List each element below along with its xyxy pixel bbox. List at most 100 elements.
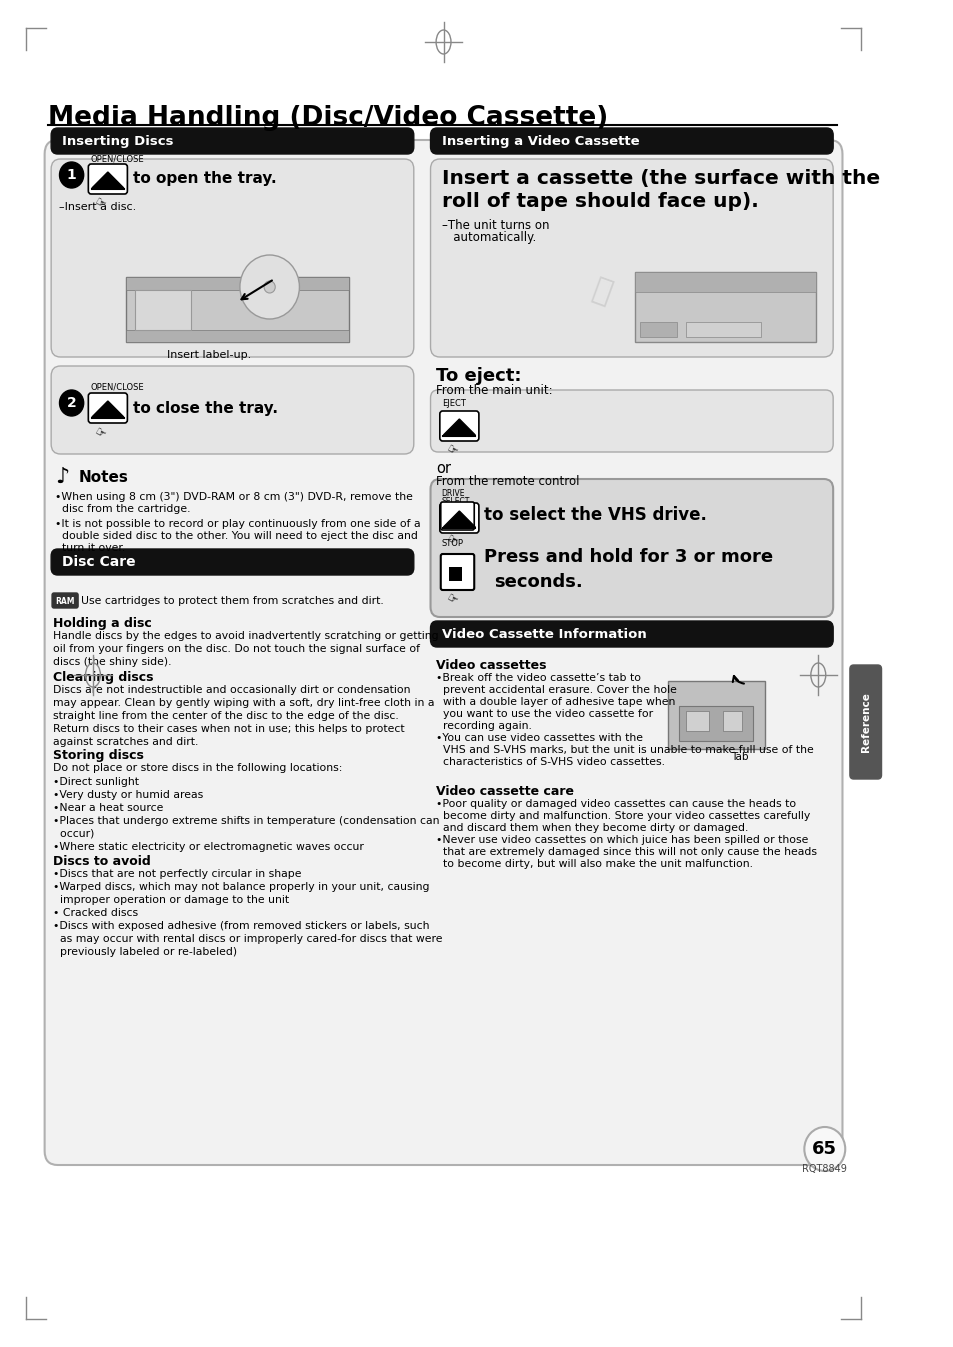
Text: Discs to avoid: Discs to avoid	[53, 855, 151, 867]
FancyBboxPatch shape	[430, 159, 832, 357]
Text: •Direct sunlight: •Direct sunlight	[53, 777, 139, 787]
Text: Reference: Reference	[860, 692, 870, 752]
Bar	[722, 711, 741, 731]
FancyBboxPatch shape	[849, 665, 881, 779]
Text: to select the VHS drive.: to select the VHS drive.	[484, 506, 706, 524]
Circle shape	[803, 1127, 844, 1171]
Text: •Near a heat source: •Near a heat source	[53, 803, 163, 814]
Text: Video cassette care: Video cassette care	[436, 785, 574, 797]
Text: •Never use video cassettes on which juice has been spilled or those: •Never use video cassettes on which juic…	[436, 835, 807, 845]
Text: From the remote control: From the remote control	[436, 475, 579, 488]
Text: Press and hold for 3 or more: Press and hold for 3 or more	[484, 548, 773, 566]
Text: Media Handling (Disc/Video Cassette): Media Handling (Disc/Video Cassette)	[49, 105, 608, 131]
FancyBboxPatch shape	[52, 593, 78, 607]
Text: Inserting a Video Cassette: Inserting a Video Cassette	[441, 135, 639, 148]
Bar	[685, 711, 709, 731]
Text: Notes: Notes	[79, 470, 129, 485]
Bar	[126, 277, 349, 342]
Text: to become dirty, but will also make the unit malfunction.: to become dirty, but will also make the …	[436, 859, 752, 869]
Bar	[685, 322, 760, 337]
FancyBboxPatch shape	[89, 164, 128, 194]
FancyBboxPatch shape	[51, 550, 414, 575]
FancyBboxPatch shape	[440, 502, 474, 529]
Text: 2: 2	[67, 396, 76, 409]
Text: oil from your fingers on the disc. Do not touch the signal surface of: oil from your fingers on the disc. Do no…	[53, 644, 419, 655]
Text: double sided disc to the other. You will need to eject the disc and: double sided disc to the other. You will…	[55, 531, 417, 541]
FancyBboxPatch shape	[439, 411, 478, 440]
Text: SELECT: SELECT	[441, 497, 470, 506]
Bar	[126, 277, 349, 290]
Text: •You can use video cassettes with the: •You can use video cassettes with the	[436, 733, 642, 744]
Text: as may occur with rental discs or improperly cared-for discs that were: as may occur with rental discs or improp…	[53, 933, 442, 944]
Text: –Insert a disc.: –Insert a disc.	[58, 202, 135, 211]
Bar	[639, 322, 677, 337]
FancyBboxPatch shape	[45, 140, 841, 1165]
Text: Cleaning discs: Cleaning discs	[53, 671, 153, 684]
Text: recording again.: recording again.	[436, 721, 532, 731]
Text: seconds.: seconds.	[494, 572, 582, 591]
Text: ✋: ✋	[588, 275, 615, 308]
Bar	[126, 330, 349, 342]
Text: Insert a cassette (the surface with the: Insert a cassette (the surface with the	[441, 168, 879, 189]
Circle shape	[59, 391, 84, 416]
Text: you want to use the video cassette for: you want to use the video cassette for	[436, 709, 653, 719]
Text: •Poor quality or damaged video cassettes can cause the heads to: •Poor quality or damaged video cassettes…	[436, 799, 796, 810]
Circle shape	[264, 282, 275, 294]
FancyBboxPatch shape	[430, 391, 832, 453]
Text: occur): occur)	[53, 828, 94, 839]
Text: •Warped discs, which may not balance properly in your unit, causing: •Warped discs, which may not balance pro…	[53, 882, 429, 892]
Text: STOP: STOP	[441, 539, 463, 548]
Text: Inserting Discs: Inserting Discs	[62, 135, 173, 148]
Text: Discs are not indestructible and occasionally dirt or condensation: Discs are not indestructible and occasio…	[53, 686, 410, 695]
Text: ☞: ☞	[91, 426, 109, 442]
Text: Video Cassette Information: Video Cassette Information	[441, 628, 646, 641]
Text: ☞: ☞	[443, 442, 459, 459]
FancyBboxPatch shape	[430, 621, 832, 647]
FancyBboxPatch shape	[51, 366, 414, 454]
Text: VHS and S-VHS marks, but the unit is unable to make full use of the: VHS and S-VHS marks, but the unit is una…	[436, 745, 813, 756]
Text: with a double layer of adhesive tape when: with a double layer of adhesive tape whe…	[436, 696, 675, 707]
Text: •It is not possible to record or play continuously from one side of a: •It is not possible to record or play co…	[55, 519, 420, 529]
Text: Handle discs by the edges to avoid inadvertently scratching or getting: Handle discs by the edges to avoid inadv…	[53, 630, 438, 641]
Bar	[679, 706, 753, 741]
Text: •Places that undergo extreme shifts in temperature (condensation can: •Places that undergo extreme shifts in t…	[53, 816, 439, 826]
Text: DRIVE: DRIVE	[441, 489, 465, 498]
FancyBboxPatch shape	[430, 480, 832, 617]
Circle shape	[59, 162, 84, 189]
Circle shape	[239, 255, 299, 319]
Text: OPEN/CLOSE: OPEN/CLOSE	[91, 155, 144, 164]
Bar	[635, 272, 816, 292]
FancyBboxPatch shape	[439, 502, 478, 533]
Text: to open the tray.: to open the tray.	[132, 171, 276, 186]
Text: improper operation or damage to the unit: improper operation or damage to the unit	[53, 894, 289, 905]
Text: Insert label-up.: Insert label-up.	[167, 350, 251, 360]
Text: Tab: Tab	[731, 752, 748, 762]
Text: roll of tape should face up).: roll of tape should face up).	[441, 193, 758, 211]
Polygon shape	[91, 172, 124, 189]
Text: 65: 65	[811, 1140, 837, 1158]
Bar	[667, 682, 764, 749]
Text: or: or	[436, 461, 451, 475]
Text: against scratches and dirt.: against scratches and dirt.	[53, 737, 198, 748]
Text: previously labeled or re-labeled): previously labeled or re-labeled)	[53, 947, 237, 956]
Text: become dirty and malfunction. Store your video cassettes carefully: become dirty and malfunction. Store your…	[436, 811, 809, 822]
Text: may appear. Clean by gently wiping with a soft, dry lint-free cloth in a: may appear. Clean by gently wiping with …	[53, 698, 434, 709]
Text: prevent accidental erasure. Cover the hole: prevent accidental erasure. Cover the ho…	[436, 686, 677, 695]
Text: characteristics of S-VHS video cassettes.: characteristics of S-VHS video cassettes…	[436, 757, 664, 766]
Text: •Where static electricity or electromagnetic waves occur: •Where static electricity or electromagn…	[53, 842, 363, 853]
Text: To eject:: To eject:	[436, 366, 521, 385]
Text: EJECT: EJECT	[441, 399, 465, 408]
Polygon shape	[443, 419, 475, 435]
Text: •Discs that are not perfectly circular in shape: •Discs that are not perfectly circular i…	[53, 869, 301, 880]
Text: RQT8849: RQT8849	[801, 1164, 846, 1175]
Text: OPEN/CLOSE: OPEN/CLOSE	[91, 383, 144, 391]
Text: •Discs with exposed adhesive (from removed stickers or labels, such: •Discs with exposed adhesive (from remov…	[53, 921, 429, 931]
Text: ☞: ☞	[443, 532, 459, 548]
Text: From the main unit:: From the main unit:	[436, 384, 552, 397]
Text: Holding a disc: Holding a disc	[53, 617, 152, 630]
Text: Use cartridges to protect them from scratches and dirt.: Use cartridges to protect them from scra…	[81, 595, 383, 606]
Text: to close the tray.: to close the tray.	[132, 400, 277, 415]
Text: discs (the shiny side).: discs (the shiny side).	[53, 657, 172, 667]
Text: Do not place or store discs in the following locations:: Do not place or store discs in the follo…	[53, 762, 342, 773]
Text: Video cassettes: Video cassettes	[436, 659, 546, 672]
